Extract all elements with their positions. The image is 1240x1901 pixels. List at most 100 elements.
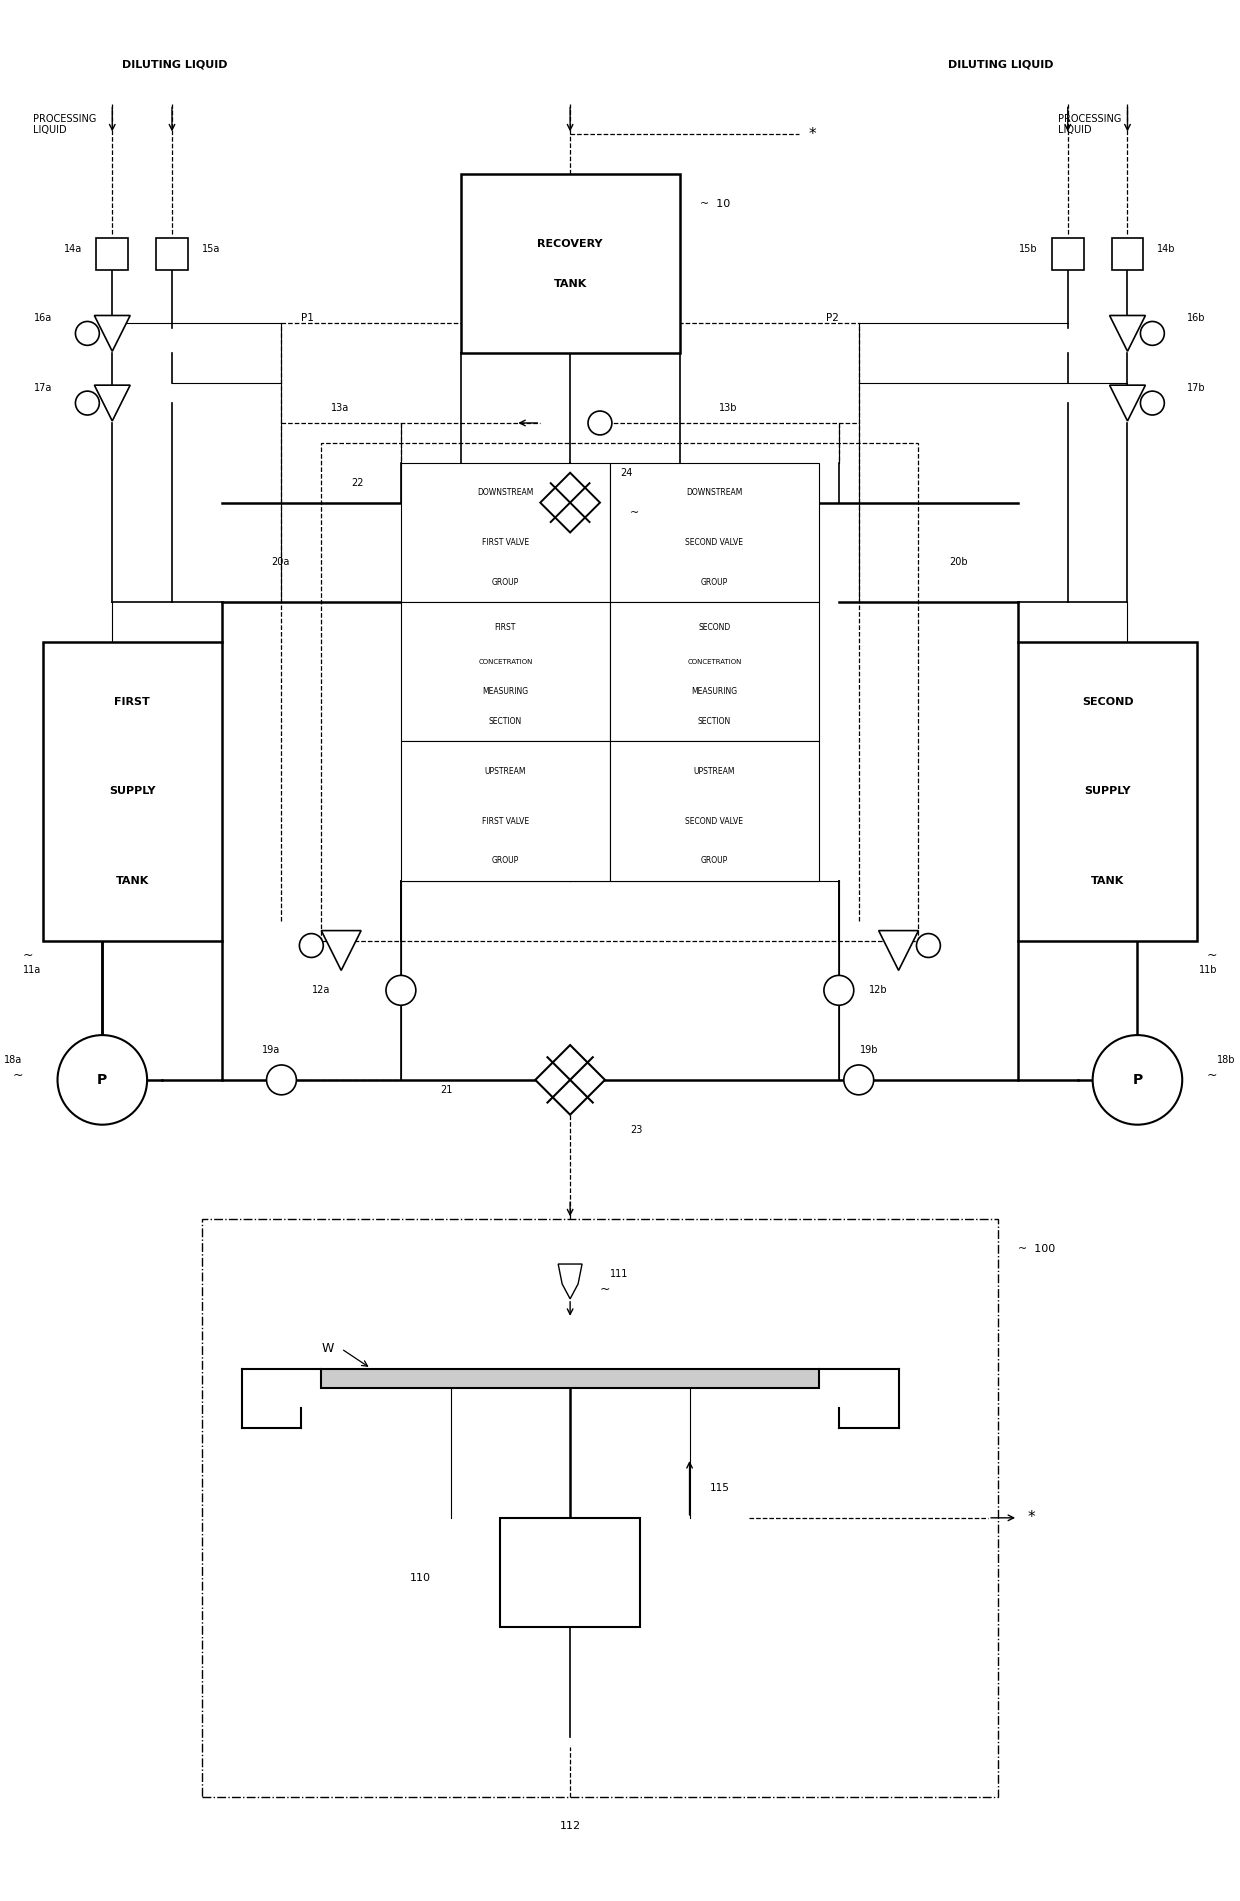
Text: TANK: TANK	[115, 876, 149, 886]
Text: 12b: 12b	[869, 985, 888, 996]
Text: SECOND: SECOND	[698, 622, 730, 631]
Bar	[1052, 238, 1084, 270]
Text: UPSTREAM: UPSTREAM	[693, 766, 735, 776]
Circle shape	[1141, 392, 1164, 414]
Text: 111: 111	[610, 1270, 629, 1279]
Text: 18a: 18a	[5, 1055, 22, 1065]
Text: MEASURING: MEASURING	[482, 688, 528, 696]
Text: ~: ~	[600, 1283, 610, 1295]
Bar	[401, 741, 610, 880]
Bar	[156, 238, 188, 270]
Text: SECOND: SECOND	[1081, 696, 1133, 707]
Text: TANK: TANK	[553, 279, 587, 289]
Text: ~: ~	[630, 508, 639, 517]
Text: DILUTING LIQUID: DILUTING LIQUID	[123, 59, 228, 70]
Text: ~  100: ~ 100	[1018, 1243, 1055, 1255]
Text: 17a: 17a	[35, 384, 52, 394]
Text: 16a: 16a	[35, 314, 52, 323]
Bar	[321, 443, 919, 941]
Text: 19b: 19b	[859, 1046, 878, 1055]
Text: CONCETRATION: CONCETRATION	[687, 660, 742, 665]
Polygon shape	[879, 931, 919, 970]
Text: PROCESSING
LIQUID: PROCESSING LIQUID	[32, 114, 95, 135]
Bar	[42, 643, 222, 941]
Polygon shape	[1110, 386, 1146, 420]
Text: 13b: 13b	[719, 403, 738, 413]
Text: MEASURING: MEASURING	[692, 688, 738, 696]
Polygon shape	[94, 386, 130, 420]
Circle shape	[386, 975, 415, 1006]
Circle shape	[76, 392, 99, 414]
Text: RECOVERY: RECOVERY	[537, 240, 603, 249]
Circle shape	[823, 975, 854, 1006]
Polygon shape	[541, 473, 600, 532]
Text: 11a: 11a	[22, 966, 41, 975]
Text: SUPPLY: SUPPLY	[109, 787, 155, 797]
Polygon shape	[536, 1046, 605, 1114]
Text: GROUP: GROUP	[492, 857, 520, 865]
Text: 21: 21	[440, 1085, 453, 1095]
Bar	[610, 741, 818, 880]
Text: 112: 112	[559, 1821, 580, 1831]
Text: 22: 22	[351, 477, 363, 489]
Text: 12a: 12a	[312, 985, 331, 996]
Text: 17b: 17b	[1187, 384, 1205, 394]
Text: GROUP: GROUP	[492, 578, 520, 587]
Polygon shape	[321, 931, 361, 970]
Text: 20a: 20a	[272, 557, 290, 566]
Text: *: *	[808, 127, 817, 143]
Polygon shape	[1110, 316, 1146, 352]
Text: FIRST: FIRST	[114, 696, 150, 707]
Circle shape	[588, 411, 611, 435]
Text: ~: ~	[22, 949, 33, 962]
Text: 15b: 15b	[1019, 243, 1038, 255]
Text: P2: P2	[826, 314, 838, 323]
Circle shape	[1141, 321, 1164, 346]
Text: SECOND VALVE: SECOND VALVE	[686, 538, 744, 547]
Text: FIRST VALVE: FIRST VALVE	[482, 538, 529, 547]
Text: P: P	[97, 1072, 108, 1087]
Text: 15a: 15a	[202, 243, 221, 255]
Text: 115: 115	[709, 1483, 729, 1492]
Text: SECTION: SECTION	[698, 717, 732, 726]
Circle shape	[267, 1065, 296, 1095]
Text: W: W	[321, 1342, 334, 1355]
Text: 110: 110	[409, 1572, 430, 1582]
Bar	[1111, 238, 1143, 270]
Text: FIRST: FIRST	[495, 622, 516, 631]
Text: SECOND VALVE: SECOND VALVE	[686, 817, 744, 825]
Text: DOWNSTREAM: DOWNSTREAM	[477, 489, 533, 498]
Text: 23: 23	[630, 1125, 642, 1135]
Bar	[321, 1369, 818, 1388]
Text: ~  10: ~ 10	[699, 200, 730, 209]
Bar	[401, 603, 610, 741]
Bar	[610, 603, 818, 741]
Text: DOWNSTREAM: DOWNSTREAM	[686, 489, 743, 498]
Text: GROUP: GROUP	[701, 857, 728, 865]
Text: P1: P1	[301, 314, 314, 323]
Text: DILUTING LIQUID: DILUTING LIQUID	[949, 59, 1054, 70]
Circle shape	[916, 933, 940, 958]
Bar	[202, 1219, 998, 1796]
Circle shape	[1092, 1036, 1182, 1125]
Text: 14b: 14b	[1157, 243, 1176, 255]
Text: UPSTREAM: UPSTREAM	[485, 766, 526, 776]
Text: SECTION: SECTION	[489, 717, 522, 726]
Text: PROCESSING
LIQUID: PROCESSING LIQUID	[1058, 114, 1121, 135]
Text: 13a: 13a	[331, 403, 350, 413]
Text: 14a: 14a	[64, 243, 82, 255]
Text: TANK: TANK	[1091, 876, 1125, 886]
Text: SUPPLY: SUPPLY	[1084, 787, 1131, 797]
Text: ~: ~	[1207, 949, 1218, 962]
Bar	[501, 1517, 640, 1627]
Text: CONCETRATION: CONCETRATION	[479, 660, 533, 665]
Bar	[460, 175, 680, 354]
Bar	[97, 238, 128, 270]
Text: 19a: 19a	[263, 1046, 280, 1055]
Bar	[401, 462, 610, 603]
Text: 18b: 18b	[1218, 1055, 1235, 1065]
Circle shape	[844, 1065, 874, 1095]
Text: GROUP: GROUP	[701, 578, 728, 587]
Text: 11b: 11b	[1199, 966, 1218, 975]
Text: FIRST VALVE: FIRST VALVE	[482, 817, 529, 825]
